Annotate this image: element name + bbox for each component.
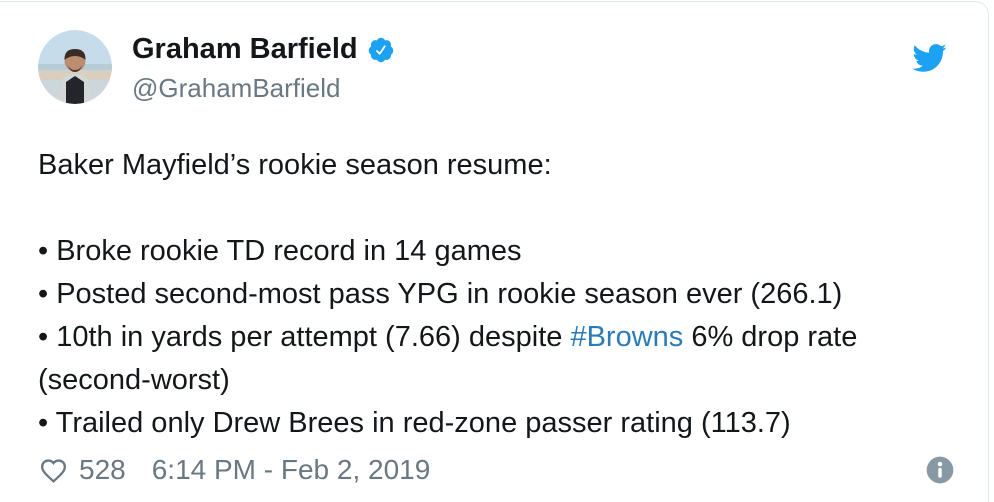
tweet-text: Baker Mayfield’s rookie season resume: •… xyxy=(38,144,930,445)
like-count: 528 xyxy=(79,454,126,485)
user-handle[interactable]: @GrahamBarfield xyxy=(132,72,341,103)
hashtag-browns-link[interactable]: #Browns xyxy=(570,321,684,353)
tweet-bullet-3-text: • 10th in yards per attempt (7.66) despi… xyxy=(38,321,571,353)
tweet-bullet-3: • 10th in yards per attempt (7.66) despi… xyxy=(38,316,930,402)
heart-icon xyxy=(40,458,67,483)
verified-badge-icon xyxy=(368,37,393,63)
display-name[interactable]: Graham Barfield xyxy=(132,33,358,65)
tweet-footer: 528 6:14 PM - Feb 2, 2019 xyxy=(38,454,954,486)
identity-block: Graham Barfield @GrahamBarfield xyxy=(132,30,395,104)
like-button[interactable]: 528 xyxy=(38,454,126,486)
timestamp-link[interactable]: 6:14 PM - Feb 2, 2019 xyxy=(151,454,431,485)
info-icon[interactable] xyxy=(924,454,956,486)
tweet-bullet-1: • Broke rookie TD record in 14 games xyxy=(38,235,522,267)
tweet-bullet-4: • Trailed only Drew Brees in red-zone pa… xyxy=(38,407,791,439)
avatar-photo xyxy=(38,30,112,104)
twitter-logo-icon[interactable] xyxy=(908,40,950,76)
tweet-bullet-3-text-after: 6% drop rate (second-worst) xyxy=(38,321,858,396)
tweet-bullet-2: • Posted second-most pass YPG in rookie … xyxy=(38,278,843,310)
tweet-intro-line: Baker Mayfield’s rookie season resume: xyxy=(38,149,552,181)
tweet-header: Graham Barfield @GrahamBarfield xyxy=(38,30,947,104)
avatar[interactable] xyxy=(38,30,112,104)
